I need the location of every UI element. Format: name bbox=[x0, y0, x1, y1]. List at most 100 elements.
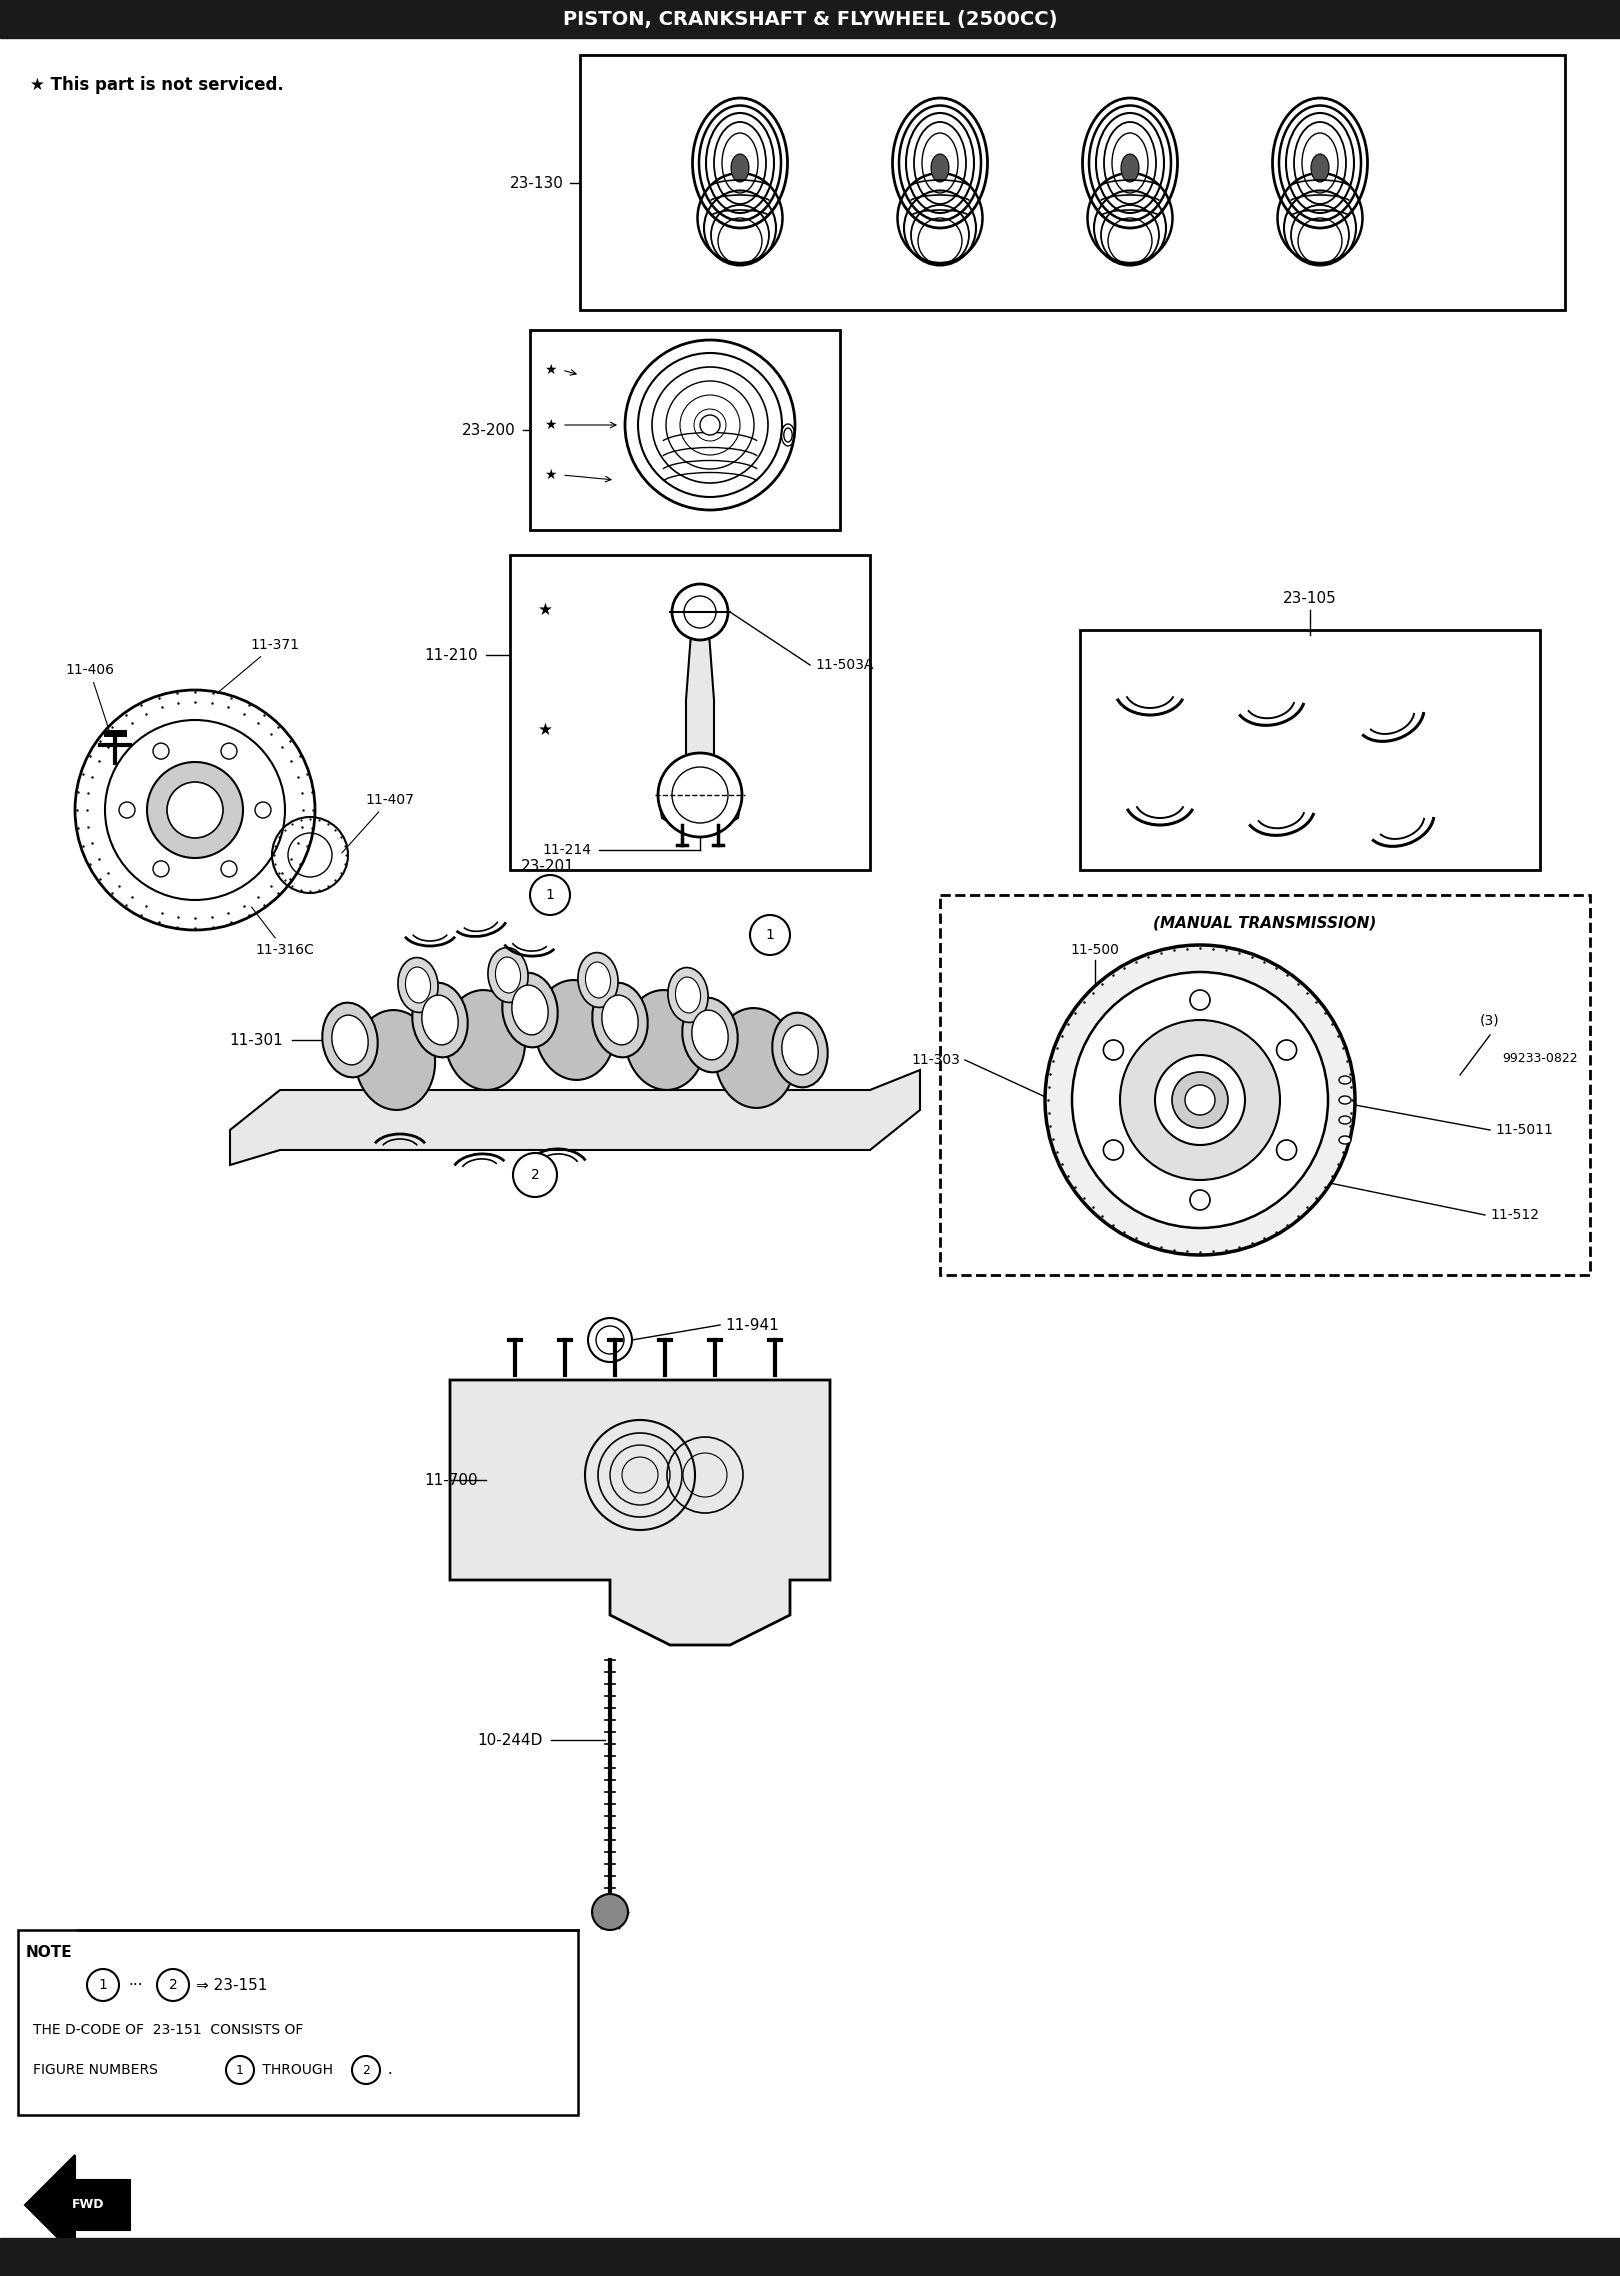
Circle shape bbox=[1103, 1040, 1123, 1061]
Text: 99233-0822: 99233-0822 bbox=[1502, 1052, 1578, 1065]
Text: 11-406: 11-406 bbox=[65, 662, 113, 731]
Ellipse shape bbox=[405, 967, 431, 1004]
Ellipse shape bbox=[931, 155, 949, 182]
Circle shape bbox=[118, 801, 134, 817]
Ellipse shape bbox=[714, 1008, 795, 1108]
Text: 23-130: 23-130 bbox=[510, 175, 564, 191]
Ellipse shape bbox=[411, 983, 468, 1058]
Polygon shape bbox=[658, 794, 742, 831]
Text: 2: 2 bbox=[531, 1168, 539, 1181]
Circle shape bbox=[1191, 990, 1210, 1011]
Text: ★: ★ bbox=[538, 721, 552, 740]
Ellipse shape bbox=[512, 986, 548, 1036]
Circle shape bbox=[514, 1154, 557, 1197]
Circle shape bbox=[254, 801, 271, 817]
Ellipse shape bbox=[1121, 155, 1139, 182]
Text: 2: 2 bbox=[361, 2064, 369, 2076]
Text: FWD: FWD bbox=[71, 2199, 104, 2212]
Text: 11-5011: 11-5011 bbox=[1495, 1122, 1554, 1138]
Circle shape bbox=[591, 1894, 629, 1930]
Ellipse shape bbox=[1340, 1097, 1351, 1104]
Circle shape bbox=[1072, 972, 1328, 1229]
Bar bbox=[940, 894, 1589, 1275]
Ellipse shape bbox=[502, 972, 557, 1047]
Ellipse shape bbox=[593, 983, 648, 1058]
Circle shape bbox=[1155, 1056, 1246, 1145]
Text: 1: 1 bbox=[766, 929, 774, 942]
Circle shape bbox=[1045, 945, 1354, 1254]
Text: 23-200: 23-200 bbox=[462, 423, 515, 437]
Circle shape bbox=[147, 762, 243, 858]
Ellipse shape bbox=[535, 981, 616, 1079]
Text: 11-316C: 11-316C bbox=[251, 908, 314, 956]
Ellipse shape bbox=[1340, 1115, 1351, 1124]
Text: 1: 1 bbox=[237, 2064, 245, 2076]
Text: ★: ★ bbox=[544, 362, 556, 378]
Text: 11-503A: 11-503A bbox=[815, 658, 873, 671]
Ellipse shape bbox=[1340, 1077, 1351, 1083]
Circle shape bbox=[1119, 1020, 1280, 1179]
Text: 11-214: 11-214 bbox=[543, 842, 591, 858]
Bar bbox=[0, 0, 1620, 39]
Circle shape bbox=[588, 1318, 632, 1361]
Circle shape bbox=[530, 874, 570, 915]
Text: 2: 2 bbox=[168, 1978, 177, 1992]
Text: 11-303: 11-303 bbox=[910, 1054, 961, 1067]
Circle shape bbox=[750, 915, 791, 956]
Circle shape bbox=[157, 1969, 190, 2001]
Text: 1: 1 bbox=[99, 1978, 107, 1992]
Ellipse shape bbox=[496, 956, 520, 992]
Circle shape bbox=[658, 753, 742, 838]
Ellipse shape bbox=[682, 997, 737, 1072]
Ellipse shape bbox=[585, 963, 611, 997]
Circle shape bbox=[152, 742, 168, 760]
Text: 1: 1 bbox=[546, 888, 554, 901]
Ellipse shape bbox=[421, 995, 458, 1045]
Text: 11-210: 11-210 bbox=[424, 646, 478, 662]
Text: 11-512: 11-512 bbox=[1490, 1209, 1539, 1222]
Ellipse shape bbox=[446, 990, 525, 1090]
Text: 11-941: 11-941 bbox=[726, 1318, 779, 1331]
Text: 23-105: 23-105 bbox=[1283, 589, 1336, 605]
Circle shape bbox=[1277, 1040, 1296, 1061]
Text: ★: ★ bbox=[538, 601, 552, 619]
Ellipse shape bbox=[578, 954, 619, 1008]
Ellipse shape bbox=[603, 995, 638, 1045]
Text: PISTON, CRANKSHAFT & FLYWHEEL (2500CC): PISTON, CRANKSHAFT & FLYWHEEL (2500CC) bbox=[562, 9, 1058, 30]
Polygon shape bbox=[24, 2155, 130, 2256]
Text: FIGURE NUMBERS: FIGURE NUMBERS bbox=[32, 2062, 162, 2078]
Bar bbox=[18, 1930, 578, 2114]
Ellipse shape bbox=[782, 1024, 818, 1074]
Text: 10-244D: 10-244D bbox=[478, 1732, 543, 1748]
Polygon shape bbox=[685, 619, 714, 783]
Ellipse shape bbox=[399, 958, 437, 1013]
Text: ★: ★ bbox=[544, 419, 556, 432]
Bar bbox=[580, 55, 1565, 310]
Circle shape bbox=[167, 783, 224, 838]
Polygon shape bbox=[230, 1070, 920, 1165]
Ellipse shape bbox=[332, 1015, 368, 1065]
Text: 11-500: 11-500 bbox=[1071, 942, 1119, 956]
Ellipse shape bbox=[488, 947, 528, 1001]
Circle shape bbox=[227, 2055, 254, 2085]
Text: (3): (3) bbox=[1481, 1013, 1500, 1026]
Ellipse shape bbox=[692, 1011, 727, 1061]
Text: .: . bbox=[382, 2062, 392, 2078]
Text: NOTE: NOTE bbox=[26, 1944, 73, 1960]
Text: THE D-CODE OF  23-151  CONSISTS OF: THE D-CODE OF 23-151 CONSISTS OF bbox=[32, 2023, 303, 2037]
Text: ★: ★ bbox=[544, 469, 556, 483]
Text: ···: ··· bbox=[128, 1978, 143, 1992]
Ellipse shape bbox=[773, 1013, 828, 1088]
Circle shape bbox=[1103, 1140, 1123, 1161]
Circle shape bbox=[672, 585, 727, 640]
Circle shape bbox=[352, 2055, 381, 2085]
Bar bbox=[530, 330, 841, 530]
Ellipse shape bbox=[625, 990, 705, 1090]
Circle shape bbox=[87, 1969, 118, 2001]
Text: 11-371: 11-371 bbox=[217, 637, 300, 694]
Circle shape bbox=[152, 860, 168, 876]
Bar bbox=[0, 2237, 1620, 2276]
Text: THROUGH: THROUGH bbox=[258, 2062, 337, 2078]
Bar bbox=[1081, 630, 1541, 869]
Ellipse shape bbox=[1311, 155, 1328, 182]
